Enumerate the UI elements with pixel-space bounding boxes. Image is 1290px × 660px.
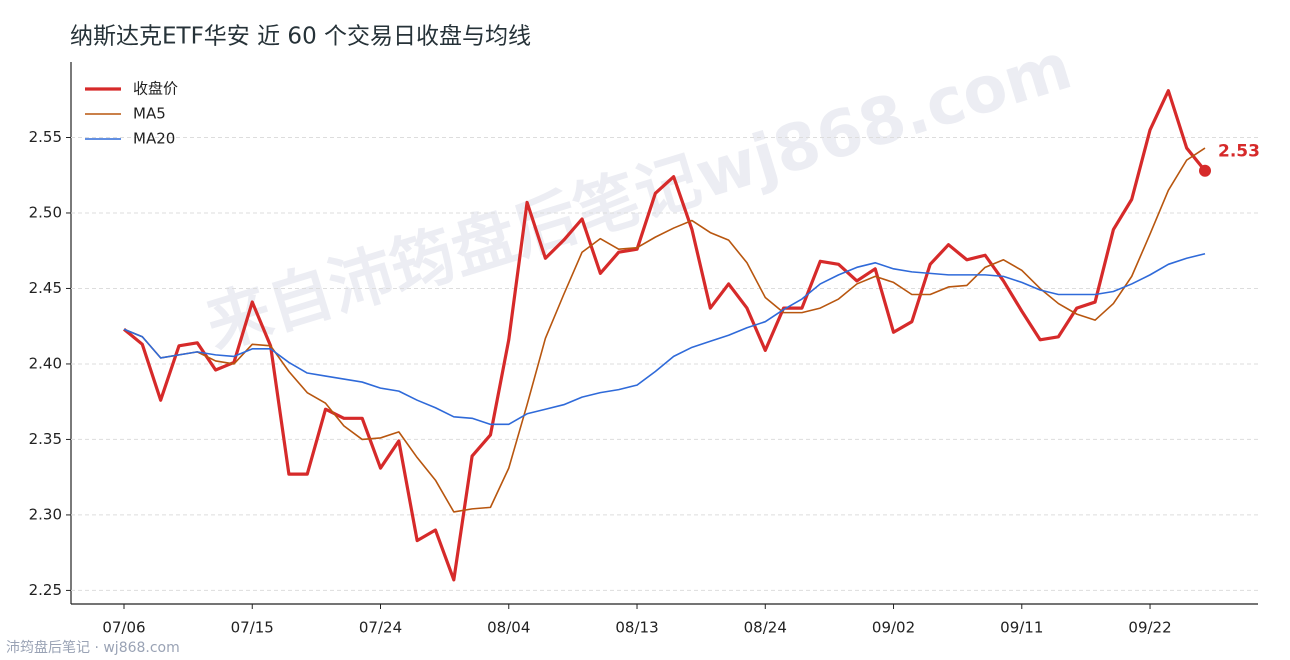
end-dot (1199, 164, 1211, 177)
chart-title: 纳斯达克ETF华安 近 60 个交易日收盘与均线 (70, 24, 531, 50)
y-tick-label: 2.45 (29, 279, 62, 297)
legend-label: MA5 (133, 105, 166, 123)
legend-label: 收盘价 (133, 80, 178, 98)
x-tick-label: 08/24 (744, 619, 787, 637)
y-tick-label: 2.30 (29, 505, 62, 523)
line-series (122, 89, 1207, 582)
x-tick-label: 09/11 (1000, 619, 1043, 637)
x-tick-label: 08/04 (487, 619, 530, 637)
y-tick-label: 2.55 (29, 128, 62, 146)
x-tick-label: 09/22 (1128, 619, 1171, 637)
y-tick-label: 2.50 (29, 203, 62, 221)
y-tick-label: 2.40 (29, 354, 62, 372)
y-tick-label: 2.25 (29, 581, 62, 599)
x-tick-label: 08/13 (615, 619, 658, 637)
line-series (123, 147, 1206, 513)
x-tick-label: 09/02 (872, 619, 915, 637)
watermark: 来自沛筠盘后笔记wj868.com (198, 30, 1080, 364)
legend-label: MA20 (133, 130, 175, 148)
x-tick-label: 07/15 (231, 619, 274, 637)
line-series (123, 252, 1206, 426)
x-tick-label: 07/06 (102, 619, 145, 637)
value-label: 2.53 (1218, 142, 1260, 162)
y-tick-label: 2.35 (29, 430, 62, 448)
footer: 沛筠盘后笔记 · wj868.com (6, 639, 180, 656)
x-tick-label: 07/24 (359, 619, 402, 637)
